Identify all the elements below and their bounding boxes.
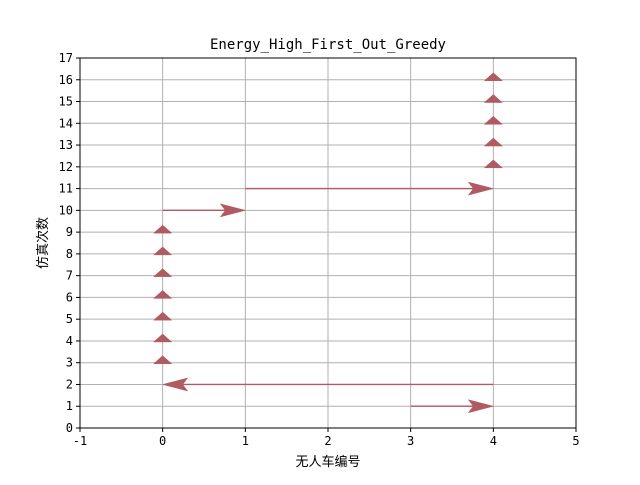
quiver-arrow [153, 355, 173, 364]
x-tick-label: 1 [242, 434, 249, 448]
quiver-arrow [483, 137, 503, 147]
quiver-arrow [483, 94, 503, 103]
quiver-arrow [483, 72, 503, 82]
zero-length-arrowhead [483, 115, 503, 125]
y-tick-label: 10 [59, 203, 73, 217]
y-tick-label: 17 [59, 51, 73, 65]
quiver-arrow [153, 224, 173, 234]
quiver-arrow [153, 311, 173, 321]
x-axis-label: 无人车编号 [295, 454, 360, 470]
y-tick-label: 11 [59, 182, 73, 196]
arrowhead [467, 181, 495, 196]
y-tick-label: 12 [59, 160, 73, 174]
quiver-arrow [153, 290, 173, 299]
y-tick-label: 6 [66, 290, 73, 304]
y-tick-label: 3 [66, 356, 73, 370]
x-tick-label: 2 [324, 434, 331, 448]
quiver-arrow [483, 115, 503, 125]
zero-length-arrowhead [153, 290, 173, 299]
x-tick-label: 0 [159, 434, 166, 448]
quiver-arrow [161, 377, 494, 392]
y-tick-label: 15 [59, 95, 73, 109]
quiver-arrow [153, 246, 173, 256]
zero-length-arrowhead [153, 268, 173, 277]
zero-length-arrowhead [483, 159, 503, 169]
zero-length-arrowhead [153, 311, 173, 321]
zero-length-arrowhead [153, 355, 173, 364]
y-tick-label: 7 [66, 269, 73, 283]
x-tick-label: 3 [407, 434, 414, 448]
y-tick-label: 2 [66, 377, 73, 391]
x-tick-label: 5 [572, 434, 579, 448]
quiver-arrow [162, 203, 247, 218]
y-tick-label: 9 [66, 225, 73, 239]
grid [79, 57, 577, 429]
quiver-arrow [153, 268, 173, 277]
zero-length-arrowhead [153, 333, 173, 343]
quiver-arrow [245, 181, 495, 196]
quiver-arrow [483, 159, 503, 169]
x-tick-label: 4 [490, 434, 497, 448]
arrows [153, 72, 503, 414]
y-tick-label: 16 [59, 73, 73, 87]
y-axis-label: 仿真次数 [35, 217, 51, 269]
y-tick-label: 1 [66, 399, 73, 413]
arrowhead [467, 399, 495, 414]
chart-title: Energy_High_First_Out_Greedy [210, 37, 446, 53]
y-tick-label: 0 [66, 421, 73, 435]
zero-length-arrowhead [153, 246, 173, 256]
quiver-arrow [153, 333, 173, 343]
arrowhead [161, 377, 189, 392]
zero-length-arrowhead [483, 72, 503, 82]
y-tick-label: 8 [66, 247, 73, 261]
zero-length-arrowhead [483, 137, 503, 147]
zero-length-arrowhead [153, 224, 173, 234]
y-tick-label: 4 [66, 334, 73, 348]
y-tick-label: 5 [66, 312, 73, 326]
zero-length-arrowhead [483, 94, 503, 103]
arrowhead [219, 203, 247, 218]
x-tick-label: -1 [73, 434, 87, 448]
y-tick-label: 13 [59, 138, 73, 152]
y-tick-label: 14 [59, 116, 73, 130]
quiver-arrow [410, 399, 495, 414]
